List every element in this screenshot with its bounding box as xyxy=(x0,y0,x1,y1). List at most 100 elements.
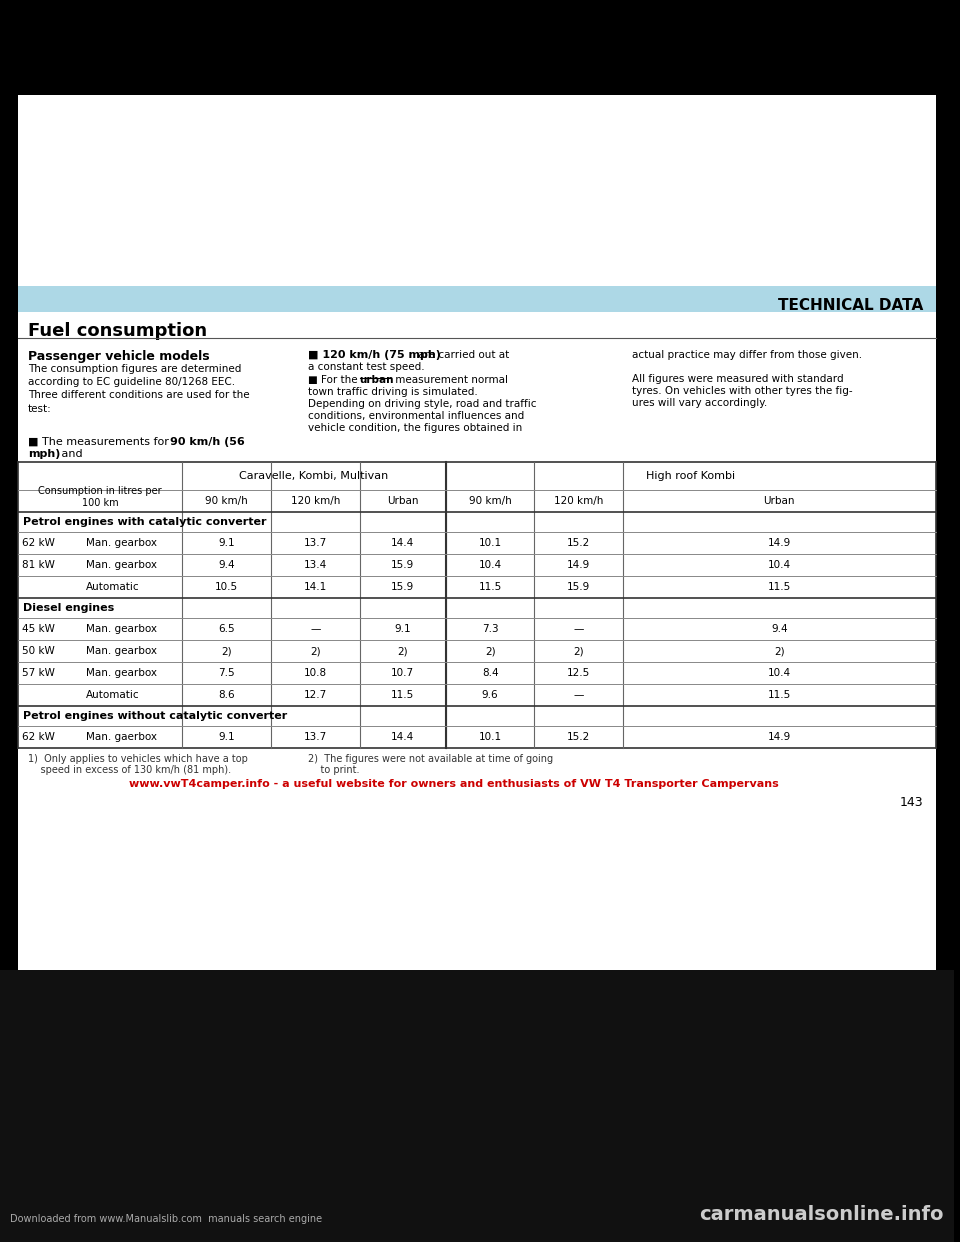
Text: 90 km/h (56: 90 km/h (56 xyxy=(170,437,245,447)
Text: 10.7: 10.7 xyxy=(391,668,415,678)
Text: Urban: Urban xyxy=(763,496,795,505)
Text: 14.4: 14.4 xyxy=(391,538,415,548)
Text: 12.5: 12.5 xyxy=(567,668,590,678)
Text: 90 km/h: 90 km/h xyxy=(468,496,512,505)
Text: are carried out at: are carried out at xyxy=(415,350,510,360)
Text: 9.1: 9.1 xyxy=(218,732,235,741)
Text: a constant test speed.: a constant test speed. xyxy=(308,361,424,373)
Text: conditions, environmental influences and: conditions, environmental influences and xyxy=(308,411,524,421)
Text: Automatic: Automatic xyxy=(86,691,140,700)
Text: town traffic driving is simulated.: town traffic driving is simulated. xyxy=(308,388,478,397)
Text: 15.2: 15.2 xyxy=(567,732,590,741)
Text: 2): 2) xyxy=(774,646,784,656)
Text: 143: 143 xyxy=(900,796,924,809)
Text: 14.9: 14.9 xyxy=(768,732,791,741)
Text: ■ 120 km/h (75 mph): ■ 120 km/h (75 mph) xyxy=(308,350,441,360)
Text: actual practice may differ from those given.: actual practice may differ from those gi… xyxy=(632,350,862,360)
Text: to print.: to print. xyxy=(308,765,359,775)
Text: measurement normal: measurement normal xyxy=(393,375,509,385)
Text: speed in excess of 130 km/h (81 mph).: speed in excess of 130 km/h (81 mph). xyxy=(28,765,231,775)
Text: 11.5: 11.5 xyxy=(391,691,415,700)
Text: 15.9: 15.9 xyxy=(391,560,415,570)
Text: ures will vary accordingly.: ures will vary accordingly. xyxy=(632,397,767,409)
Text: Consumption in litres per
100 km: Consumption in litres per 100 km xyxy=(38,486,161,508)
Text: 90 km/h: 90 km/h xyxy=(205,496,248,505)
Text: 2): 2) xyxy=(310,646,321,656)
Text: Fuel consumption: Fuel consumption xyxy=(28,322,207,340)
Text: 2)  The figures were not available at time of going: 2) The figures were not available at tim… xyxy=(308,754,553,764)
Text: 13.7: 13.7 xyxy=(303,538,327,548)
Text: Diesel engines: Diesel engines xyxy=(23,604,114,614)
Text: Depending on driving style, road and traffic: Depending on driving style, road and tra… xyxy=(308,399,537,409)
Text: 8.4: 8.4 xyxy=(482,668,498,678)
Text: carmanualsonline.info: carmanualsonline.info xyxy=(699,1205,944,1225)
Text: vehicle condition, the figures obtained in: vehicle condition, the figures obtained … xyxy=(308,424,522,433)
Text: 14.4: 14.4 xyxy=(391,732,415,741)
Text: 7.5: 7.5 xyxy=(218,668,235,678)
FancyBboxPatch shape xyxy=(18,94,936,975)
Text: TECHNICAL DATA: TECHNICAL DATA xyxy=(779,298,924,313)
Text: 11.5: 11.5 xyxy=(768,582,791,592)
Text: 14.9: 14.9 xyxy=(567,560,590,570)
Text: Downloaded from www.Manualslib.com  manuals search engine: Downloaded from www.Manualslib.com manua… xyxy=(10,1213,322,1225)
Text: Passenger vehicle models: Passenger vehicle models xyxy=(28,350,209,363)
Text: 50 kW: 50 kW xyxy=(22,646,55,656)
Text: 2): 2) xyxy=(485,646,495,656)
Text: 13.7: 13.7 xyxy=(303,732,327,741)
Text: 14.1: 14.1 xyxy=(303,582,327,592)
Text: All figures were measured with standard: All figures were measured with standard xyxy=(632,374,843,384)
Text: ■ The measurements for: ■ The measurements for xyxy=(28,437,172,447)
Text: 9.4: 9.4 xyxy=(218,560,235,570)
Text: ■ For the: ■ For the xyxy=(308,375,361,385)
Text: Man. gaerbox: Man. gaerbox xyxy=(86,732,157,741)
Text: 11.5: 11.5 xyxy=(478,582,502,592)
Text: —: — xyxy=(573,623,584,633)
Text: 9.1: 9.1 xyxy=(218,538,235,548)
FancyBboxPatch shape xyxy=(0,970,953,1242)
Text: www.vwT4camper.info - a useful website for owners and enthusiasts of VW T4 Trans: www.vwT4camper.info - a useful website f… xyxy=(129,779,779,789)
Text: Caravelle, Kombi, Multivan: Caravelle, Kombi, Multivan xyxy=(239,471,389,481)
Text: Man. gearbox: Man. gearbox xyxy=(86,538,157,548)
Text: 57 kW: 57 kW xyxy=(22,668,55,678)
Text: 9.1: 9.1 xyxy=(395,623,411,633)
Text: 2): 2) xyxy=(397,646,408,656)
Text: 9.4: 9.4 xyxy=(771,623,787,633)
Text: 15.9: 15.9 xyxy=(567,582,590,592)
Text: 13.4: 13.4 xyxy=(303,560,327,570)
Text: 81 kW: 81 kW xyxy=(22,560,55,570)
Text: Man. gearbox: Man. gearbox xyxy=(86,668,157,678)
Text: 62 kW: 62 kW xyxy=(22,732,55,741)
Text: 2): 2) xyxy=(573,646,584,656)
Text: Man. gearbox: Man. gearbox xyxy=(86,623,157,633)
Text: mph): mph) xyxy=(28,450,60,460)
Text: 12.7: 12.7 xyxy=(303,691,327,700)
Text: 10.5: 10.5 xyxy=(215,582,238,592)
Text: Petrol engines with catalytic converter: Petrol engines with catalytic converter xyxy=(23,517,266,527)
Text: 10.1: 10.1 xyxy=(479,732,502,741)
Text: 15.2: 15.2 xyxy=(567,538,590,548)
Text: 10.4: 10.4 xyxy=(768,668,791,678)
Text: 15.9: 15.9 xyxy=(391,582,415,592)
Text: 10.4: 10.4 xyxy=(479,560,502,570)
Text: 11.5: 11.5 xyxy=(768,691,791,700)
Text: urban: urban xyxy=(360,375,394,385)
Text: Man. gearbox: Man. gearbox xyxy=(86,646,157,656)
Text: High roof Kombi: High roof Kombi xyxy=(646,471,735,481)
Text: 10.8: 10.8 xyxy=(303,668,327,678)
Text: —: — xyxy=(310,623,321,633)
Text: 14.9: 14.9 xyxy=(768,538,791,548)
Text: 8.6: 8.6 xyxy=(218,691,235,700)
Text: and: and xyxy=(58,450,83,460)
Text: 2): 2) xyxy=(221,646,231,656)
Text: 10.1: 10.1 xyxy=(479,538,502,548)
Text: 9.6: 9.6 xyxy=(482,691,498,700)
Text: The consumption figures are determined
according to EC guideline 80/1268 EEC.
Th: The consumption figures are determined a… xyxy=(28,364,250,414)
Text: tyres. On vehicles with other tyres the fig-: tyres. On vehicles with other tyres the … xyxy=(632,386,852,396)
Text: 6.5: 6.5 xyxy=(218,623,235,633)
Text: Petrol engines without catalytic converter: Petrol engines without catalytic convert… xyxy=(23,710,287,722)
Text: Automatic: Automatic xyxy=(86,582,140,592)
FancyBboxPatch shape xyxy=(18,286,936,312)
Text: —: — xyxy=(573,691,584,700)
Text: 45 kW: 45 kW xyxy=(22,623,55,633)
Text: 10.4: 10.4 xyxy=(768,560,791,570)
